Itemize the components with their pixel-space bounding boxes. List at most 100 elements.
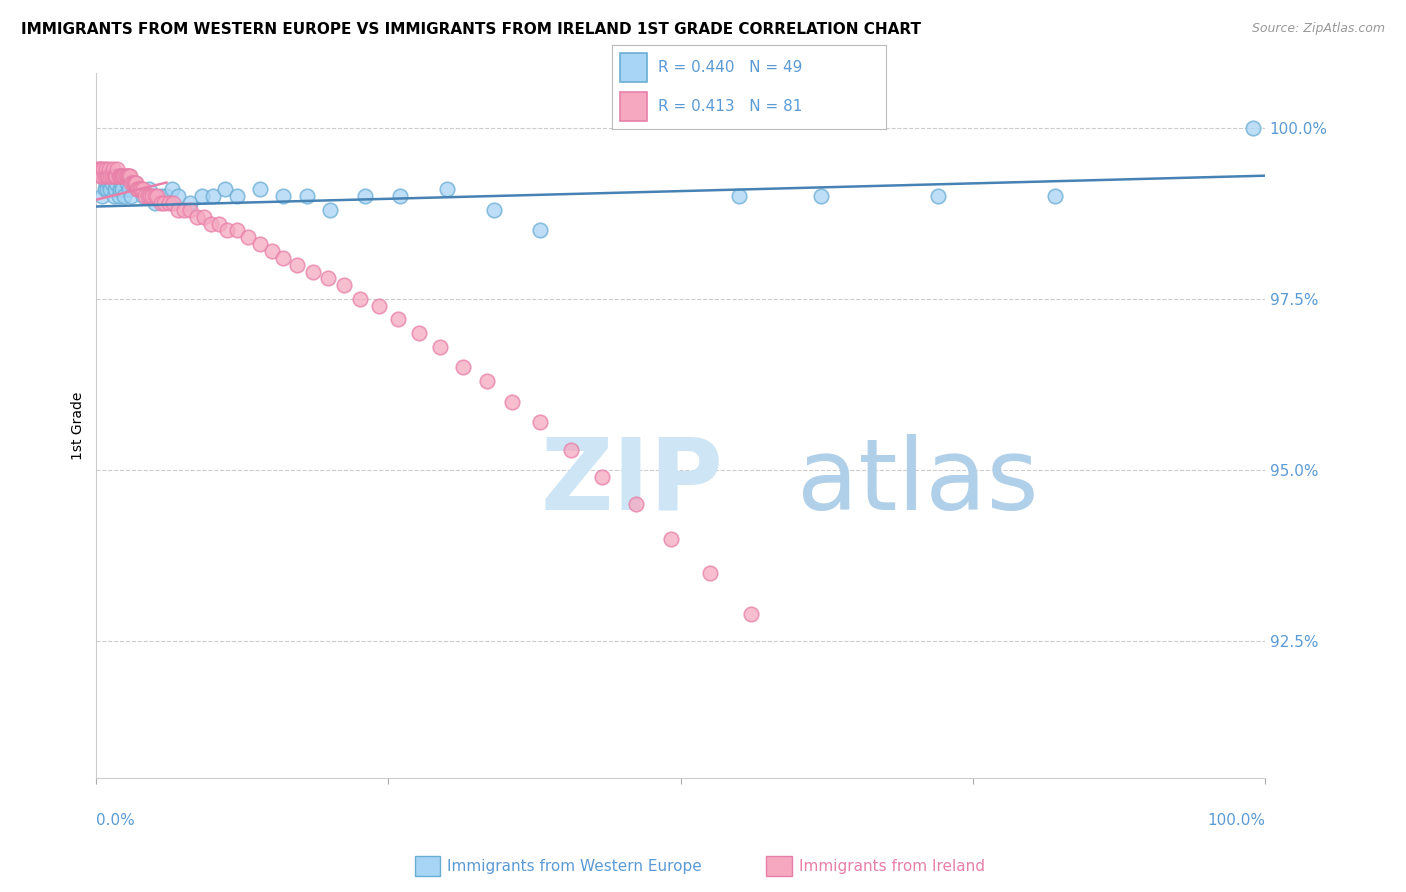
Point <box>94 176 117 190</box>
Point <box>173 202 195 217</box>
Point <box>157 196 180 211</box>
Point <box>118 169 141 183</box>
Point <box>429 340 451 354</box>
Point <box>179 196 201 211</box>
Point <box>121 176 143 190</box>
Point <box>122 176 145 190</box>
Point <box>105 169 128 183</box>
Point <box>295 189 318 203</box>
Point <box>482 202 505 217</box>
Text: Immigrants from Ireland: Immigrants from Ireland <box>799 859 984 873</box>
Point <box>1043 189 1066 203</box>
Y-axis label: 1st Grade: 1st Grade <box>72 392 86 459</box>
Point <box>134 189 156 203</box>
Point <box>193 210 215 224</box>
Point <box>699 566 721 580</box>
Point <box>93 182 115 196</box>
Point <box>91 169 114 183</box>
Point <box>368 299 391 313</box>
Point <box>143 189 166 203</box>
Point <box>408 326 430 341</box>
Point <box>319 202 342 217</box>
Point <box>529 223 551 237</box>
Text: IMMIGRANTS FROM WESTERN EUROPE VS IMMIGRANTS FROM IRELAND 1ST GRADE CORRELATION : IMMIGRANTS FROM WESTERN EUROPE VS IMMIGR… <box>21 22 921 37</box>
Point <box>810 189 832 203</box>
Point <box>200 217 222 231</box>
Point <box>108 169 131 183</box>
Point <box>103 169 125 183</box>
Point <box>162 182 184 196</box>
Point <box>214 182 236 196</box>
Point <box>728 189 751 203</box>
Point <box>108 182 131 196</box>
Point <box>111 169 134 183</box>
Point <box>91 189 114 203</box>
Point <box>624 497 647 511</box>
Text: 100.0%: 100.0% <box>1206 813 1265 828</box>
Point <box>89 169 111 183</box>
Point <box>127 182 149 196</box>
Text: 0.0%: 0.0% <box>97 813 135 828</box>
Point <box>273 251 295 265</box>
Point <box>301 264 323 278</box>
Point <box>100 176 122 190</box>
Bar <box>620 92 647 120</box>
Point <box>659 532 682 546</box>
Point <box>132 189 155 203</box>
Text: atlas: atlas <box>797 434 1039 531</box>
Point <box>451 360 474 375</box>
Point <box>249 182 271 196</box>
Point <box>529 415 551 429</box>
Point <box>111 182 134 196</box>
Point <box>387 312 409 326</box>
Point <box>149 196 172 211</box>
Point <box>139 189 162 203</box>
Point <box>202 189 225 203</box>
Point <box>190 189 212 203</box>
Point <box>740 607 762 621</box>
Point <box>249 237 271 252</box>
Point <box>100 169 122 183</box>
Point <box>354 189 377 203</box>
Point <box>560 442 582 457</box>
Text: Source: ZipAtlas.com: Source: ZipAtlas.com <box>1251 22 1385 36</box>
Point <box>101 161 124 176</box>
Point <box>120 176 142 190</box>
Point <box>100 182 122 196</box>
Point <box>273 189 295 203</box>
Text: ZIP: ZIP <box>540 434 723 531</box>
Point <box>167 202 190 217</box>
Point <box>162 196 184 211</box>
Point <box>112 169 135 183</box>
Point <box>136 189 159 203</box>
Point <box>132 182 155 196</box>
Text: Immigrants from Western Europe: Immigrants from Western Europe <box>447 859 702 873</box>
Point <box>260 244 283 258</box>
Point <box>225 189 247 203</box>
Point <box>114 169 136 183</box>
Point <box>87 161 110 176</box>
Point <box>127 182 149 196</box>
Point <box>97 169 120 183</box>
Point <box>98 176 121 190</box>
Point <box>333 278 356 293</box>
Point <box>149 189 172 203</box>
Point <box>501 394 523 409</box>
Point <box>107 189 129 203</box>
Point <box>117 169 139 183</box>
Point <box>143 196 166 211</box>
Point <box>98 161 121 176</box>
Point <box>94 161 117 176</box>
Text: R = 0.440   N = 49: R = 0.440 N = 49 <box>658 60 803 75</box>
Point <box>120 169 142 183</box>
Point <box>104 169 127 183</box>
Point <box>389 189 412 203</box>
Point <box>86 161 108 176</box>
Point <box>179 202 201 217</box>
Point <box>153 196 176 211</box>
Point <box>436 182 458 196</box>
Point <box>475 374 498 388</box>
Point <box>316 271 339 285</box>
Text: R = 0.413   N = 81: R = 0.413 N = 81 <box>658 99 803 114</box>
Point <box>129 182 152 196</box>
